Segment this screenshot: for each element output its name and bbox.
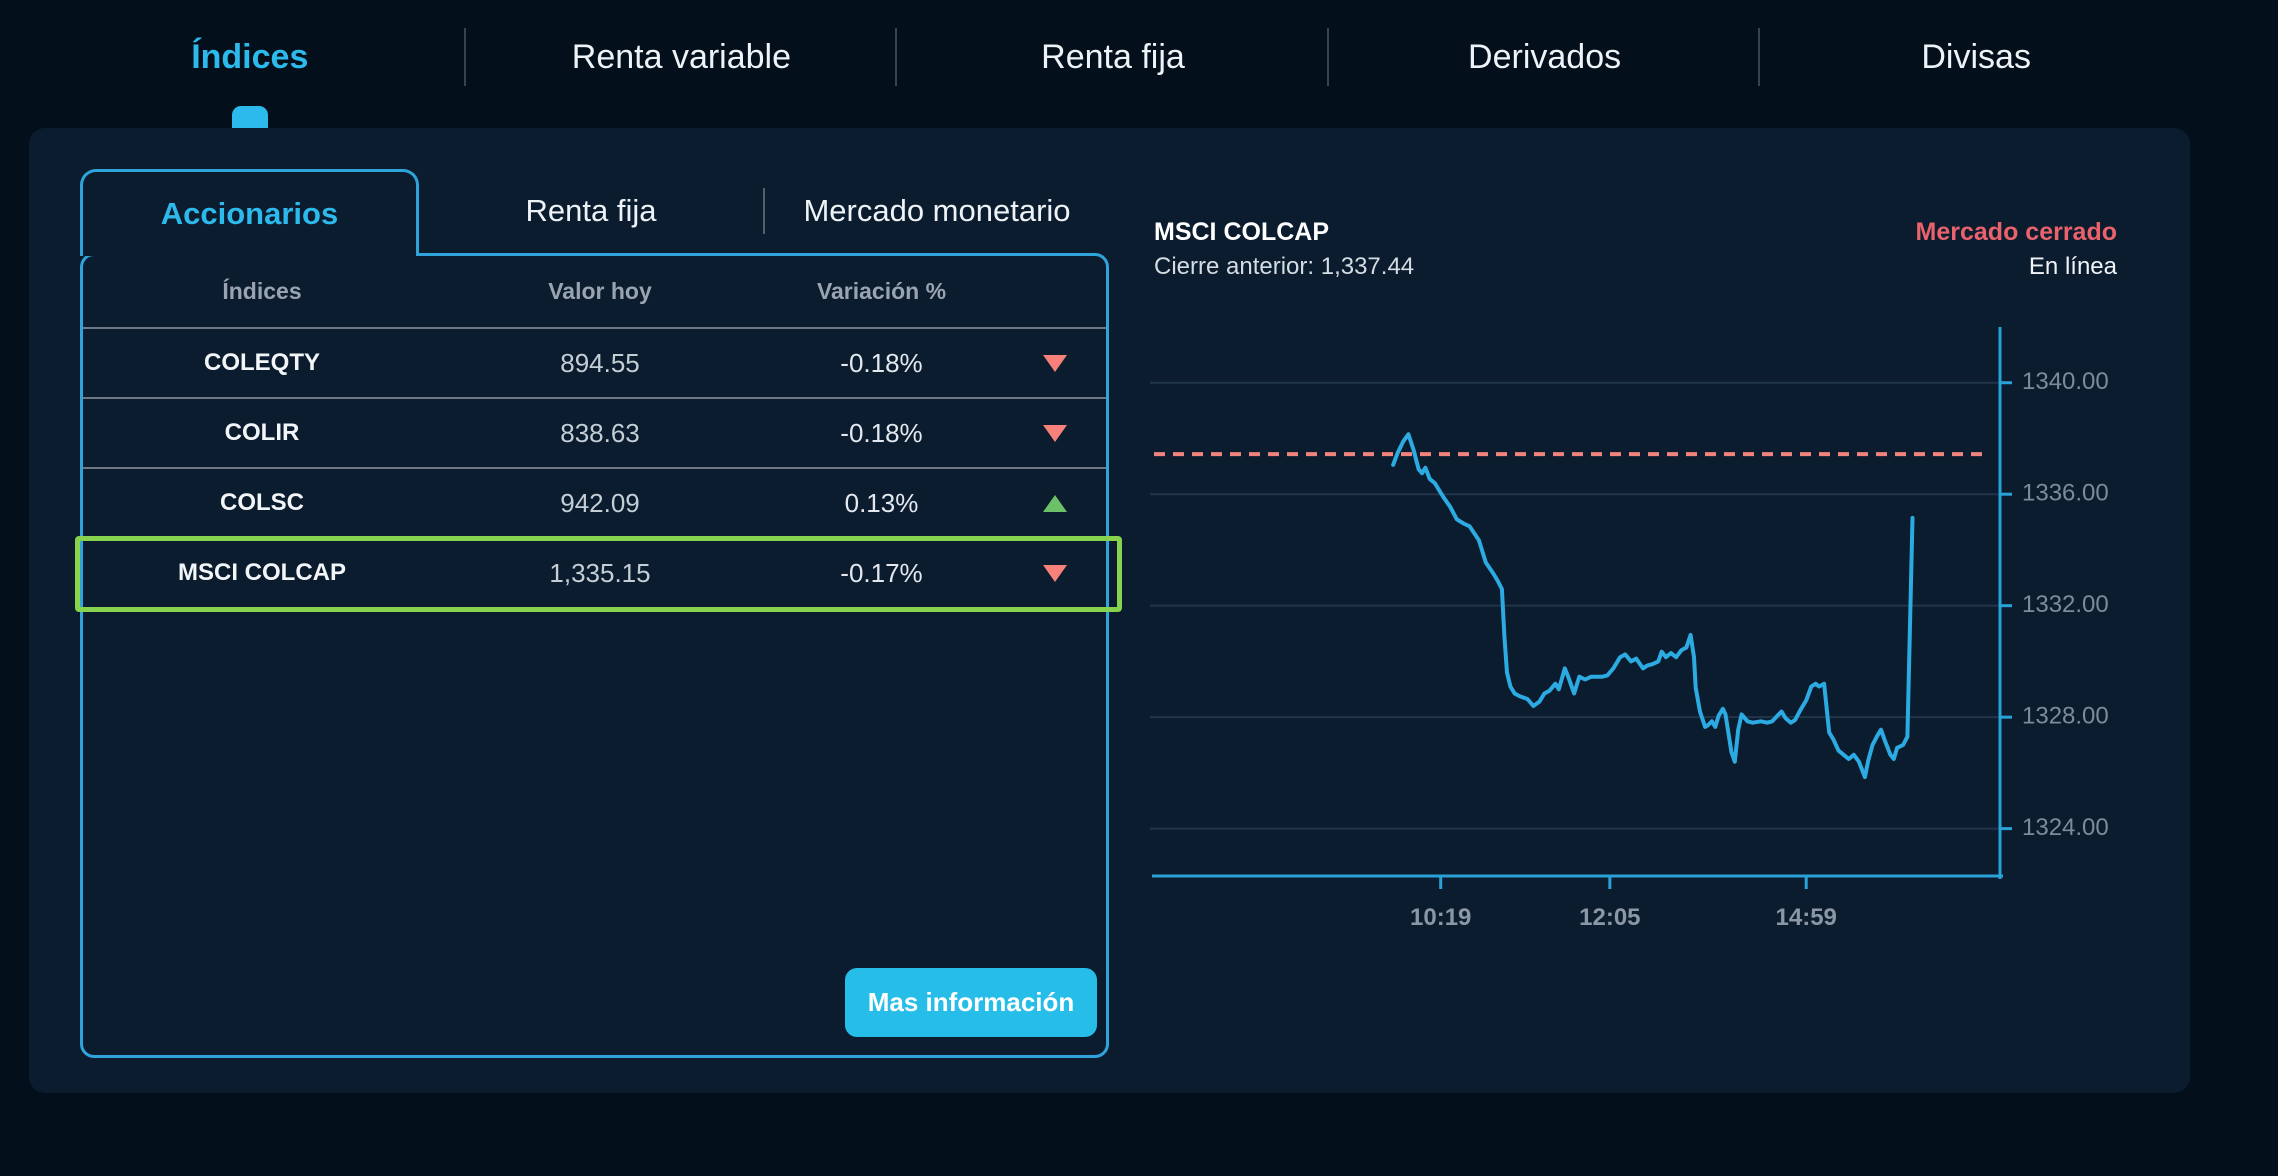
nav-tab-renta-variable[interactable]: Renta variable [466,0,898,114]
nav-tab-indices[interactable]: Índices [34,0,466,114]
triangle-down-icon [1043,564,1067,582]
svg-text:10:19: 10:19 [1410,904,1471,931]
svg-text:1336.00: 1336.00 [2022,480,2109,507]
svg-text:12:05: 12:05 [1579,904,1640,931]
index-name: MSCI COLCAP [178,559,346,586]
triangle-up-icon [1043,494,1067,512]
instrument-tabs: Renta fija Mercado monetario [419,169,1109,253]
market-panel: Accionarios Renta fija Mercado monetario… [29,128,2190,1093]
svg-text:14:59: 14:59 [1776,904,1837,931]
index-change: -0.17% [840,557,923,588]
triangle-down-icon [1043,354,1067,372]
top-nav: Índices Renta variable Renta fija Deriva… [34,0,2192,114]
index-change: -0.18% [840,417,923,448]
svg-text:1340.00: 1340.00 [2022,368,2109,395]
header-variacion: Variación % [816,278,947,304]
mas-informacion-button[interactable]: Mas información [845,968,1097,1037]
price-chart: 1340.00 1336.00 1332.00 1328.00 1324.00 10:19… [1150,300,2210,950]
active-tab-indicator [232,106,268,128]
tab-accionarios-label: Accionarios [160,196,339,231]
header-indices: Índices [222,278,302,304]
market-status: Mercado cerrado [1915,218,2117,246]
index-change: -0.18% [840,347,923,378]
table-header: Índices Valor hoy Variación % [83,256,1106,327]
index-name: COLSC [220,489,304,516]
index-name: COLIR [224,419,300,446]
table-row-coleqty[interactable]: COLEQTY 894.55 -0.18% [83,327,1106,397]
table-row-colir[interactable]: COLIR 838.63 -0.18% [83,397,1106,467]
table-row-colsc[interactable]: COLSC 942.09 0.13% [83,467,1106,537]
nav-tab-divisas[interactable]: Divisas [1921,38,2031,76]
svg-text:1324.00: 1324.00 [2022,814,2109,841]
index-value: 1,335.15 [549,557,651,588]
svg-text:1332.00: 1332.00 [2022,591,2109,618]
tab-divider [763,188,765,234]
index-change: 0.13% [844,487,919,518]
index-value: 894.55 [560,347,640,378]
tab-renta-fija[interactable]: Renta fija [525,193,657,228]
chart-prev-close: Cierre anterior: 1,337.44 [1154,253,1415,280]
nav-tab-renta-fija[interactable]: Renta fija [897,0,1329,114]
index-name: COLEQTY [203,349,320,376]
nav-tab-derivados[interactable]: Derivados [1329,0,1761,114]
tab-accionarios[interactable]: Accionarios [80,169,419,256]
index-value: 942.09 [560,487,640,518]
chart-title: MSCI COLCAP [1154,218,1329,246]
chart-svg: 1340.00 1336.00 1332.00 1328.00 1324.00 10:19… [1150,327,2109,931]
online-status: En línea [2028,253,2117,280]
indices-table-card: Índices Valor hoy Variación % COLEQTY 89… [75,253,1122,1058]
tab-mercado-monetario[interactable]: Mercado monetario [803,193,1071,228]
svg-text:1328.00: 1328.00 [2022,702,2109,729]
triangle-down-icon [1043,424,1067,442]
table-row-msci-colcap[interactable]: MSCI COLCAP 1,335.15 -0.17% [75,536,1122,612]
index-value: 838.63 [560,417,640,448]
header-valor-hoy: Valor hoy [548,278,652,304]
